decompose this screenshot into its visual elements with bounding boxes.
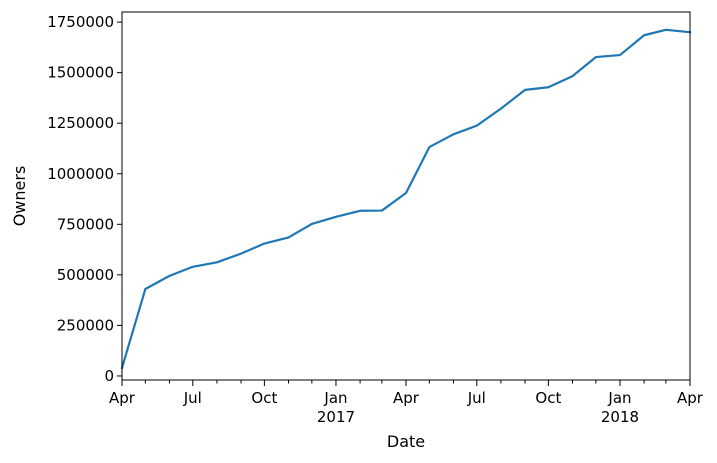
y-tick-label: 1250000	[47, 114, 114, 132]
x-tick-label: Jul	[467, 389, 486, 407]
x-tick-label: Apr	[677, 389, 704, 407]
x-axis-label: Date	[387, 432, 425, 451]
y-tick-label: 1750000	[47, 13, 114, 31]
y-tick-label: 500000	[57, 266, 114, 284]
owners-series-line	[120, 28, 692, 370]
x-tick-label: Jul	[183, 389, 202, 407]
y-tick-label: 1000000	[47, 165, 114, 183]
y-axis-label: Owners	[10, 166, 29, 227]
y-tick-label: 750000	[57, 215, 114, 233]
x-tick-year-label: 2018	[601, 408, 639, 426]
x-tick-year-label: 2017	[317, 408, 355, 426]
x-tick-label: Jan	[607, 389, 631, 407]
y-axis-ticks: 0 250000 500000 750000 1000000 1250000 1500000…	[47, 13, 122, 385]
x-tick-label: Apr	[393, 389, 420, 407]
y-tick-label: 250000	[57, 316, 114, 334]
x-tick-label: Jan	[323, 389, 347, 407]
y-tick-label: 1500000	[47, 64, 114, 82]
plot-series	[120, 28, 692, 370]
y-tick-label: 0	[104, 367, 114, 385]
x-tick-label: Oct	[251, 389, 277, 407]
plot-frame	[121, 11, 691, 381]
x-tick-label: Apr	[109, 389, 136, 407]
x-tick-label: Oct	[535, 389, 561, 407]
